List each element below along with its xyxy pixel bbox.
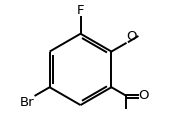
Text: F: F — [77, 4, 84, 17]
Text: O: O — [139, 89, 149, 102]
Text: O: O — [126, 30, 137, 43]
Text: Br: Br — [20, 96, 35, 109]
